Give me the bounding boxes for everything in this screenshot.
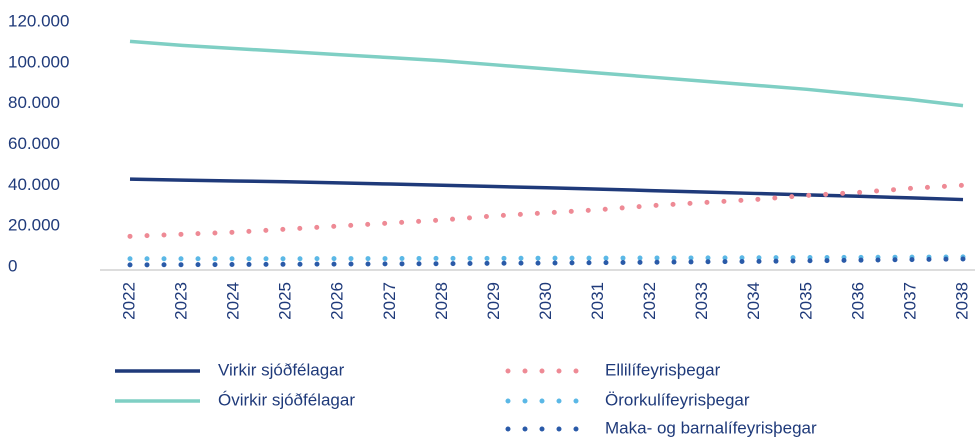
x-tick-label: 2028 [432, 282, 451, 320]
series-line [127, 256, 966, 268]
y-tick-label: 20.000 [8, 216, 60, 235]
x-tick-label: 2023 [172, 282, 191, 320]
x-tick-label: 2025 [276, 282, 295, 320]
x-tick-label: 2026 [328, 282, 347, 320]
y-tick-label: 0 [8, 256, 17, 275]
y-tick-label: 80.000 [8, 93, 60, 112]
x-tick-label: 2027 [380, 282, 399, 320]
series-line [129, 39, 964, 108]
x-tick-label: 2034 [744, 282, 763, 320]
y-tick-label: 100.000 [8, 52, 69, 71]
x-tick-label: 2035 [796, 282, 815, 320]
y-tick-label: 60.000 [8, 134, 60, 153]
legend-label: Maka- og barnalífeyrisþegar [605, 418, 817, 437]
series-line [127, 254, 966, 262]
x-tick-label: 2024 [224, 282, 243, 320]
x-tick-label: 2038 [952, 282, 971, 320]
x-tick-label: 2029 [484, 282, 503, 320]
x-tick-label: 2036 [848, 282, 867, 320]
legend-label: Virkir sjóðfélagar [218, 360, 345, 379]
legend-label: Ellilífeyrisþegar [605, 360, 721, 379]
x-tick-label: 2031 [588, 282, 607, 320]
y-tick-label: 120.000 [8, 11, 69, 30]
series-line [127, 182, 966, 239]
legend-label: Óvirkir sjóðfélagar [218, 390, 355, 409]
legend-label: Örorkulífeyrisþegar [605, 390, 750, 409]
x-tick-label: 2033 [692, 282, 711, 320]
x-tick-label: 2022 [119, 282, 138, 320]
y-tick-label: 40.000 [8, 175, 60, 194]
x-tick-label: 2037 [900, 282, 919, 320]
x-tick-label: 2030 [536, 282, 555, 320]
x-tick-label: 2032 [640, 282, 659, 320]
series-line [129, 177, 964, 202]
